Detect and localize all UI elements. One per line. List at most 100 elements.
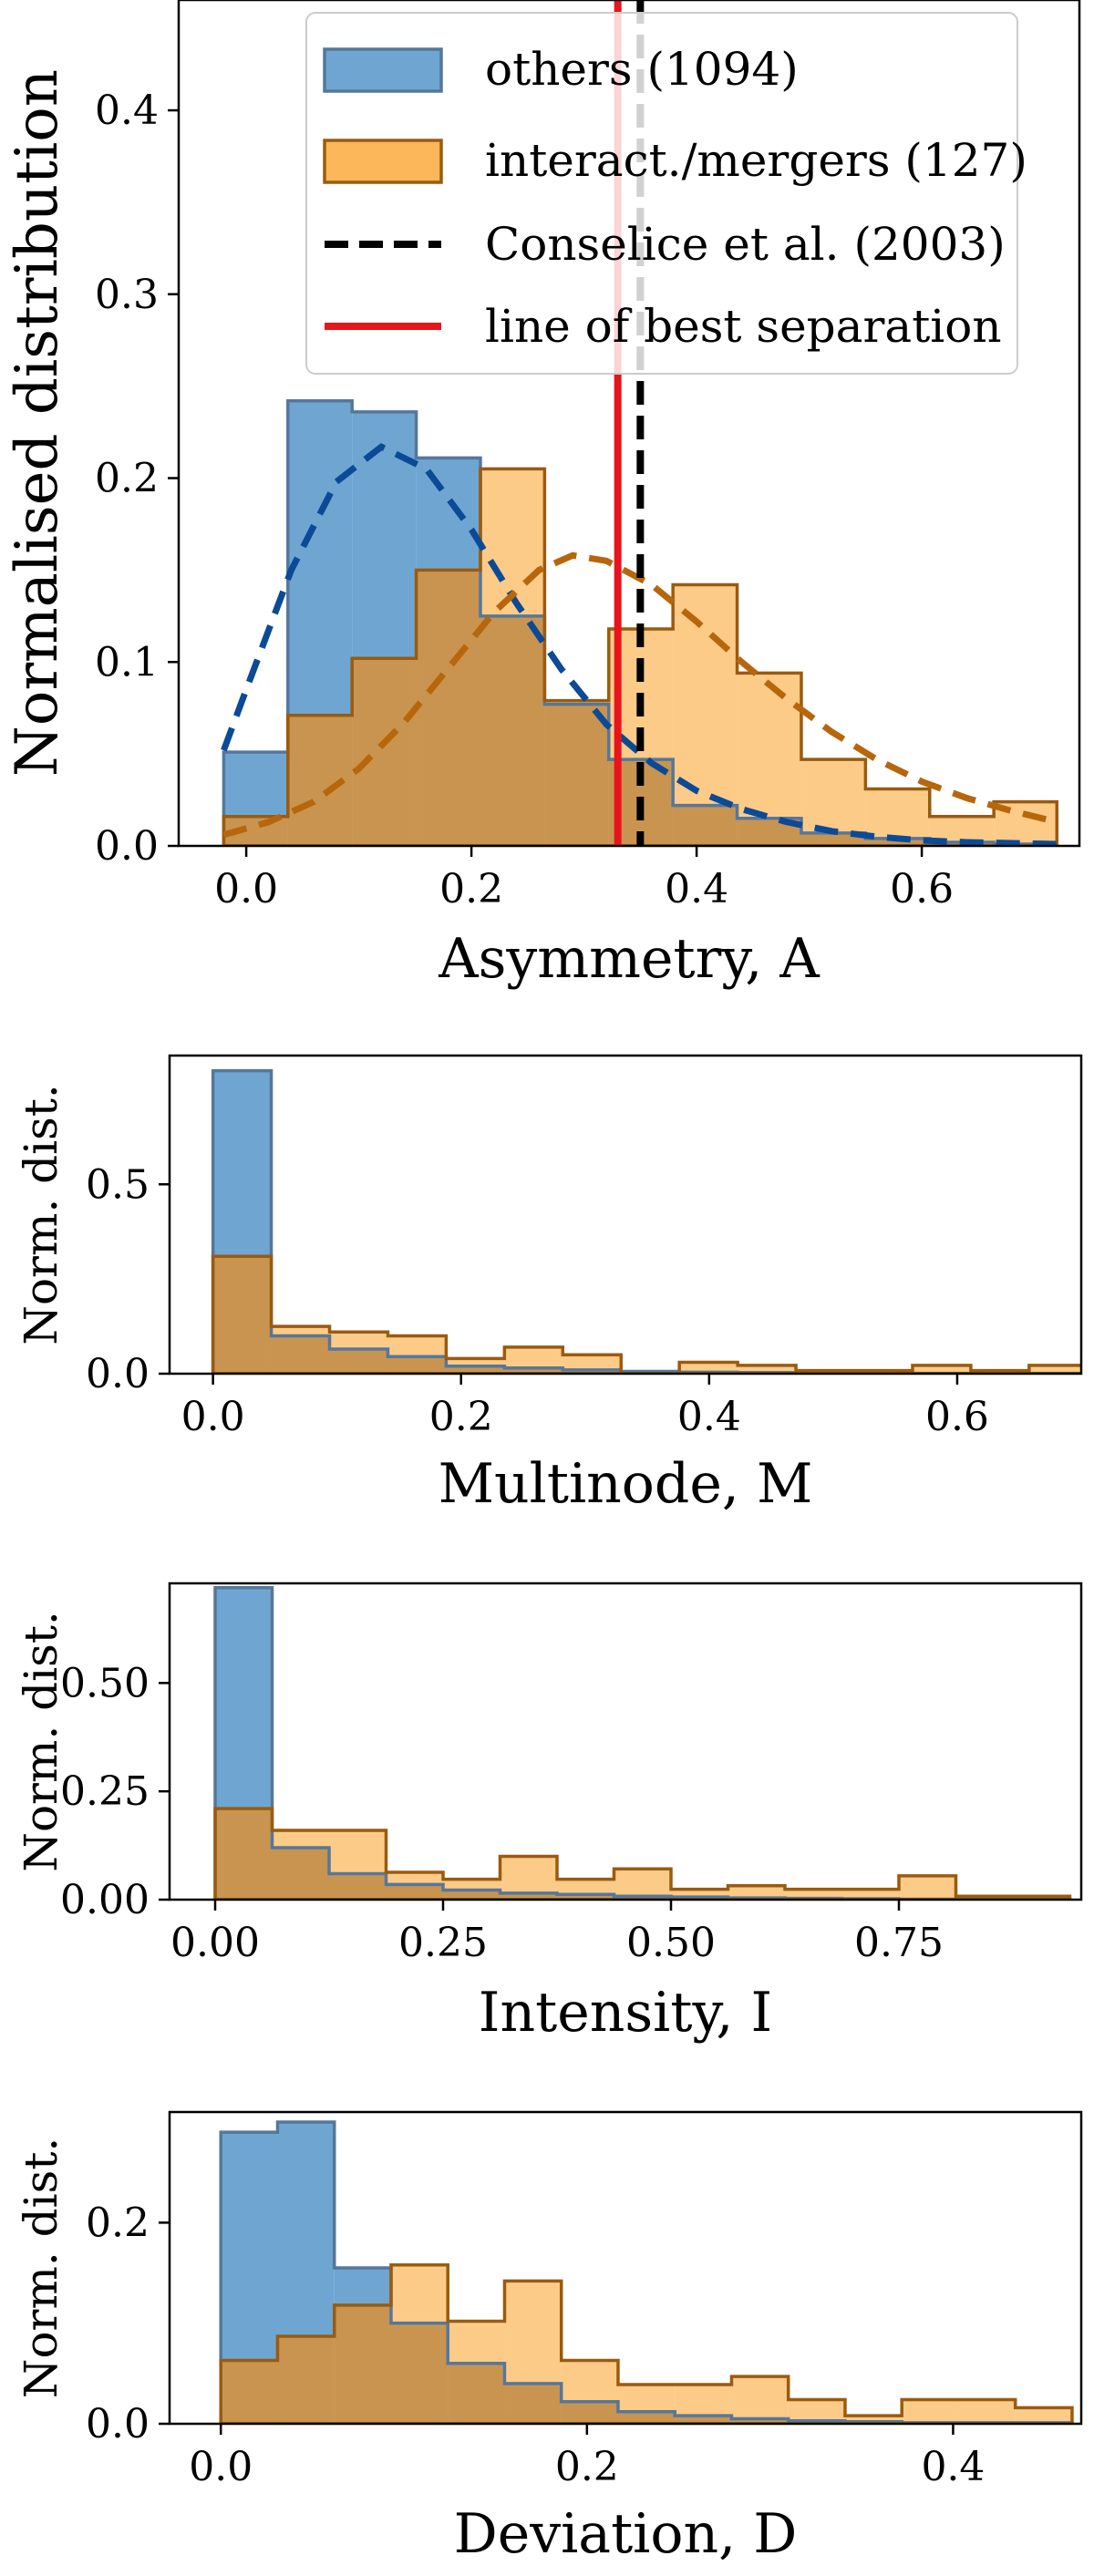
axes-frame [168, 1054, 1083, 1376]
bar-overlap-1 [272, 1847, 329, 1900]
axes-frame [168, 1582, 1083, 1901]
y-tick-label: 0.2 [86, 2200, 150, 2246]
bar-overlap-1 [277, 2336, 335, 2424]
bar-overlap-5 [504, 1367, 563, 1374]
bar-overlap-2 [334, 2304, 391, 2424]
plot-area [219, 2120, 1074, 2424]
x-tick-label: 0.0 [189, 2444, 253, 2490]
bar-overlap-2 [352, 658, 417, 846]
x-tick-label: 0.4 [921, 2444, 985, 2490]
bar-overlap-3 [386, 1884, 443, 1900]
x-axis-label: Multinode, M [439, 1452, 813, 1516]
x-axis-label: Asymmetry, A [438, 927, 820, 991]
bar-mergers-9 [728, 1885, 785, 1900]
y-tick-label: 0.00 [60, 1877, 150, 1923]
bar-overlap-4 [448, 2363, 505, 2424]
panel-asymmetry: 0.0 0.2 0.4 0.6 0.0 0.1 0.2 0.3 0.4 Asymmetry, A N… [4, 0, 1081, 991]
bar-mergers-14 [1015, 2407, 1072, 2424]
bar-overlap-4 [446, 1365, 505, 1374]
axes-frame [168, 2110, 1083, 2426]
bar-overlap-7 [673, 805, 738, 846]
x-tick-label: 0.4 [677, 1394, 741, 1440]
fit-curve-others [221, 443, 1058, 846]
bar-overlap-6 [557, 1894, 614, 1900]
x-tick-label: 0.2 [429, 1394, 493, 1440]
fit-curve-mergers [222, 551, 1058, 839]
bar-overlap-7 [617, 2411, 676, 2424]
hist-outline-mergers [219, 2262, 1074, 2424]
y-tick-label: 0.2 [95, 456, 159, 502]
y-tick-label: 0.1 [95, 639, 159, 685]
bar-overlap-7 [614, 1896, 671, 1900]
y-axis-label: Norm. dist. [15, 2138, 67, 2399]
panel-multinode: 0.0 0.2 0.4 0.6 0.0 0.5 Multinode, M Norm. dist… [15, 1054, 1083, 1516]
x-tick-label: 0.0 [214, 866, 278, 912]
bar-overlap-1 [271, 1335, 330, 1374]
legend-entry-label: Conselice et al. (2003) [485, 218, 1006, 271]
x-tick-label: 0.50 [626, 1920, 716, 1966]
bar-overlap-0 [212, 1256, 272, 1374]
y-tick-label: 0.0 [95, 823, 159, 870]
bar-overlap-0 [215, 1808, 273, 1900]
bar-overlap-4 [480, 615, 545, 846]
y-tick-label: 0.0 [86, 1351, 150, 1397]
bar-mergers-12 [912, 1365, 971, 1374]
hist-outline-mergers [213, 1807, 1072, 1900]
bar-mergers-14 [1028, 1365, 1081, 1374]
x-tick-label: 0.0 [181, 1394, 245, 1440]
bar-mergers-12 [899, 1875, 956, 1900]
bar-overlap-9 [731, 2418, 789, 2424]
x-tick-label: 0.2 [555, 2444, 619, 2490]
bar-overlap-9 [800, 832, 866, 846]
bar-mergers-9 [738, 1365, 797, 1374]
bar-overlap-6 [561, 2401, 618, 2424]
axes-frame [177, 0, 1081, 848]
legend-entry-label: others (1094) [485, 43, 799, 96]
y-tick-label: 0.3 [95, 272, 159, 318]
legend-entry-label: interact./mergers (127) [485, 134, 1027, 187]
bar-mergers-13 [958, 2399, 1016, 2424]
panel-intensity: 0.00 0.25 0.50 0.75 0.00 0.25 0.50 Intensity, I… [15, 1582, 1083, 2045]
bar-overlap-5 [504, 2383, 562, 2424]
legend-swatch-mergers [323, 139, 443, 184]
bar-mergers-9 [731, 2376, 789, 2424]
x-tick-label: 0.2 [439, 866, 503, 912]
bar-overlap-10 [865, 838, 930, 846]
hist-outline-others [222, 399, 1059, 846]
plot-area [221, 0, 1059, 846]
panel-deviation: 0.0 0.2 0.4 0.0 0.2 Deviation, D Norm. dist. [15, 2110, 1083, 2566]
bar-overlap-3 [416, 570, 480, 846]
x-tick-label: 0.6 [925, 1394, 989, 1440]
bar-mergers-11 [841, 1889, 899, 1900]
bar-overlap-3 [387, 1356, 447, 1374]
bar-overlap-2 [329, 1348, 388, 1374]
y-axis-label: Norm. dist. [15, 1084, 67, 1345]
bar-overlap-0 [221, 2360, 278, 2424]
y-axis-label: Normalised distribution [4, 69, 71, 777]
y-tick-label: 0.25 [60, 1768, 150, 1815]
legend-entry-label: line of best separation [485, 300, 1002, 353]
y-tick-label: 0.50 [60, 1660, 150, 1706]
x-axis-label: Deviation, D [454, 2502, 798, 2566]
bar-overlap-8 [675, 2416, 732, 2424]
y-axis-label: Norm. dist. [15, 1611, 67, 1872]
hist-outline-mergers [211, 1254, 1081, 1374]
x-tick-label: 0.4 [665, 866, 728, 912]
bar-mergers-12 [902, 2399, 959, 2424]
x-tick-label: 0.75 [854, 1920, 944, 1966]
hist-outline-others [211, 1068, 1081, 1374]
bar-overlap-3 [390, 2323, 449, 2424]
y-tick-label: 0.0 [86, 2401, 150, 2447]
y-tick-label: 0.5 [86, 1161, 150, 1208]
legend-box [305, 12, 1018, 375]
legend-swatch-others [323, 47, 443, 93]
bar-mergers-7 [614, 1869, 671, 1900]
bar-overlap-4 [443, 1890, 501, 1900]
x-tick-label: 0.6 [890, 866, 954, 912]
bar-overlap-5 [544, 704, 609, 846]
bar-overlap-6 [562, 1369, 622, 1374]
x-axis-label: Intensity, I [479, 1981, 772, 2045]
plot-area [213, 1586, 1072, 1900]
bar-overlap-5 [500, 1892, 557, 1900]
